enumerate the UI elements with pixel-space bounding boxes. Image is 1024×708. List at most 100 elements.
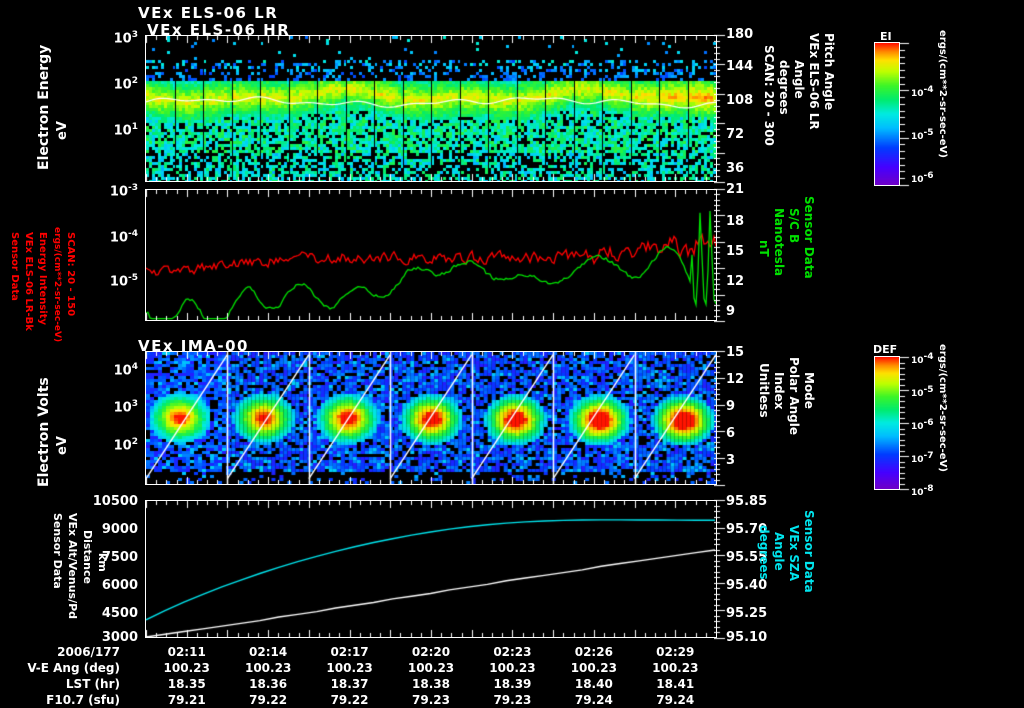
- panel1-ylabel-line1: Electron Energy: [36, 44, 52, 170]
- panel4-rtick-3: 95.40: [726, 578, 768, 593]
- panel1-rtick-2: 108: [726, 93, 754, 108]
- panel4-rlabel-0: Sensor Data: [802, 510, 816, 593]
- panel4-rlabel-1: VEx SZA: [787, 525, 801, 582]
- panel3-colorbar-units: ergs/(cm**2-sr-sec-eV): [937, 344, 948, 472]
- panel4-rlabel-2: Angle: [772, 532, 786, 571]
- footer-time-6: 02:29: [656, 645, 695, 659]
- panel3-rtick-0: 15: [726, 345, 745, 360]
- footer-f107-2: 79.22: [330, 693, 369, 707]
- panel2-rtick-2: 15: [726, 244, 745, 259]
- panel3-rtick-1: 12: [726, 372, 745, 387]
- panel4-lineplot: [146, 501, 716, 637]
- panel4-ltick-3: 6000: [101, 578, 138, 593]
- panel2-llabel-4: SCAN: 20 - 150: [65, 232, 76, 317]
- footer-f107-1: 79.22: [249, 693, 288, 707]
- panel3-rlabel-0: Mode: [802, 372, 816, 409]
- footer-veang-4: 100.23: [489, 661, 536, 675]
- panel3-colorbar-frame: [874, 356, 900, 490]
- panel1-colorbar: [875, 43, 899, 185]
- panel3-colorbar: [875, 357, 899, 489]
- footer-lst-2: 18.37: [330, 677, 369, 691]
- panel3-cbtick-3: 10-7: [911, 451, 934, 465]
- panel2-llabel-1: VEx ELS-06 LR-Bk: [23, 232, 34, 331]
- panel4-rtick-1: 95.70: [726, 522, 768, 537]
- footer-f107-0: 79.21: [167, 693, 206, 707]
- footer-f107-6: 79.24: [656, 693, 695, 707]
- panel1-colorbar-ticks: [900, 40, 910, 188]
- panel4-ltick-4: 4500: [101, 606, 138, 621]
- panel1-cbtick-1: 10-5: [911, 128, 934, 142]
- panel4-ltick-0: 10500: [92, 494, 138, 509]
- footer-time-4: 02:23: [493, 645, 532, 659]
- footer-f107-5: 79.24: [574, 693, 613, 707]
- panel3-ytick-0: 104: [113, 362, 138, 379]
- panel4-llabel-0: Sensor Data: [51, 513, 64, 589]
- panel2-rtick-3: 12: [726, 274, 745, 289]
- footer-lst-1: 18.36: [249, 677, 288, 691]
- panel3-rtick-4: 3: [726, 453, 736, 468]
- panel2-lineplot: [146, 190, 716, 320]
- footer-rowlabel-2: F10.7 (sfu): [46, 693, 120, 707]
- panel1-colorbar-units: ergs/(cm**2-sr-sec-eV): [937, 30, 948, 158]
- footer-lst-3: 18.38: [412, 677, 450, 691]
- footer-lst-5: 18.40: [574, 677, 613, 691]
- panel1-rlabel-4: SCAN: 20 - 300: [762, 45, 776, 146]
- panel4-ltick-1: 9000: [101, 522, 138, 537]
- panel4-frame: [145, 500, 717, 638]
- panel4-right-minorticks: [714, 496, 762, 642]
- panel2-rlabel-0: Sensor Data: [802, 196, 816, 279]
- panel1-rtick-4: 36: [726, 161, 745, 176]
- footer-time-0: 02:11: [167, 645, 206, 659]
- panel4-rtick-5: 95.10: [726, 630, 768, 645]
- panel2-ytick-2: 10-5: [109, 273, 138, 290]
- panel1-frame: [145, 35, 717, 182]
- footer-time-3: 02:20: [411, 645, 451, 659]
- panel1-title-lr: VEx ELS-06 LR: [138, 4, 279, 22]
- panel1-cbtick-0: 10-4: [911, 85, 934, 99]
- panel3-colorbar-name: DEF: [873, 343, 898, 356]
- panel1-ytick-1: 102: [113, 76, 138, 93]
- footer-veang-0: 100.23: [163, 661, 210, 675]
- panel4-rtick-0: 95.85: [726, 494, 768, 509]
- panel1-rtick-3: 72: [726, 127, 745, 142]
- panel3-rtick-2: 9: [726, 399, 736, 414]
- panel2-rlabel-1: S/C B: [787, 208, 801, 244]
- panel3-ylabel-line2: eV: [55, 436, 70, 455]
- panel2-rlabel-3: nT: [757, 240, 771, 257]
- panel3-cbtick-0: 10-4: [911, 352, 934, 366]
- panel2-right-minorticks: [714, 185, 762, 325]
- panel2-llabel-2: Energy Intensity: [37, 232, 48, 326]
- panel1-spectrogram: [146, 36, 716, 181]
- footer-date: 2006/177: [57, 645, 120, 659]
- footer-lst-4: 18.39: [493, 677, 532, 691]
- footer-rowlabel-0: V-E Ang (deg): [27, 661, 120, 675]
- footer-veang-1: 100.23: [244, 661, 292, 675]
- panel3-cbtick-1: 10-5: [911, 385, 934, 399]
- panel3-title: VEx IMA-00: [138, 337, 249, 355]
- panel3-colorbar-ticks: [900, 354, 910, 492]
- footer-f107-3: 79.23: [412, 693, 450, 707]
- footer-lst-6: 18.41: [656, 677, 695, 691]
- panel4-ltick-5: 3000: [101, 630, 138, 645]
- panel2-ytick-1: 10-4: [109, 229, 138, 246]
- footer-time-1: 02:14: [249, 645, 288, 659]
- panel2-llabel-0: Sensor Data: [9, 232, 20, 301]
- panel1-colorbar-frame: [874, 42, 900, 186]
- panel4-rlabel-3: degrees: [757, 525, 771, 580]
- panel4-rtick-4: 95.25: [726, 606, 768, 621]
- panel3-rlabel-2: Index: [772, 372, 786, 410]
- panel3-cbtick-4: 10-8: [911, 484, 934, 498]
- panel2-rtick-0: 21: [726, 182, 745, 197]
- panel3-spectrogram: [146, 352, 716, 484]
- panel4-rtick-2: 95.55: [726, 550, 768, 565]
- footer-rowlabel-1: LST (hr): [65, 677, 120, 691]
- panel2-ytick-0: 10-3: [109, 183, 138, 200]
- panel2-frame: [145, 189, 717, 321]
- footer-time-5: 02:26: [574, 645, 613, 659]
- panel3-ylabel-line1: Electron Volts: [36, 377, 52, 487]
- footer-time-2: 02:17: [330, 645, 369, 659]
- panel1-rtick-1: 144: [726, 59, 754, 74]
- panel1-rtick-0: 180: [726, 27, 754, 42]
- panel1-rlabel-2: Angle: [792, 60, 806, 99]
- panel3-rlabel-1: Polar Angle: [787, 357, 801, 436]
